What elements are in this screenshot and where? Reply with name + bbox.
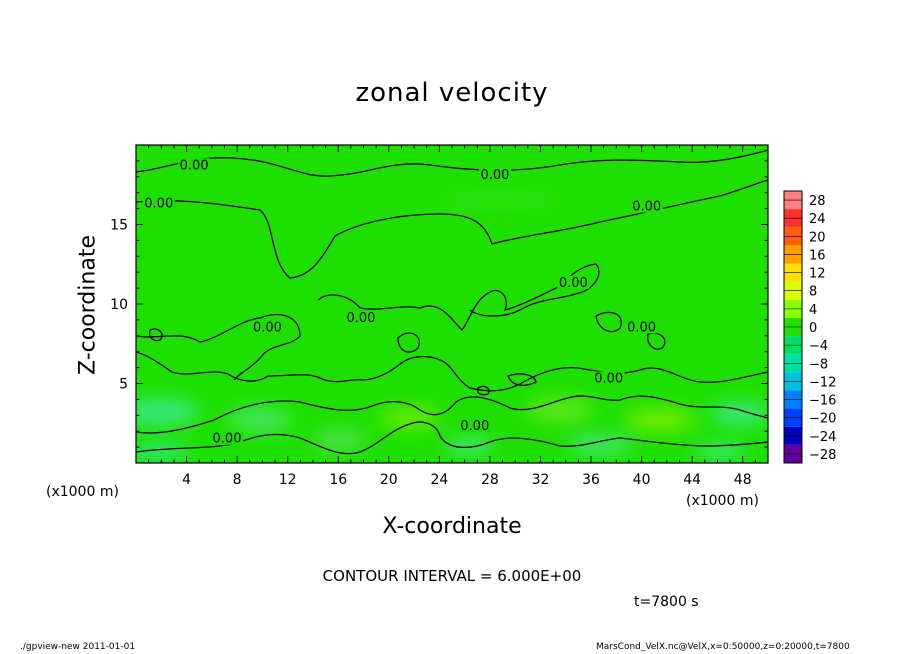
- contour-label-bg: [142, 196, 175, 210]
- contour-label-bg: [344, 310, 377, 324]
- colorbar-label: −20: [809, 412, 836, 427]
- x-tick-label: 36: [582, 472, 600, 488]
- colorbar-label: −12: [809, 375, 836, 390]
- contour-label: 0.00: [180, 158, 209, 173]
- x-tick-label: 48: [734, 472, 752, 488]
- colorbar-label: 28: [809, 194, 826, 209]
- colorbar-label: −8: [809, 357, 828, 372]
- colorbar-label: −4: [809, 339, 828, 354]
- colorbar-label: −28: [809, 448, 836, 463]
- contour-label: 0.00: [632, 200, 661, 215]
- contour-upper: [136, 179, 768, 279]
- footer-left: ./gpview-new 2011-01-01: [20, 642, 136, 652]
- colorbar-label: −24: [809, 430, 836, 445]
- contour-label-bg: [458, 419, 491, 433]
- y-tick-label: 10: [110, 297, 128, 313]
- colorbar-label: −16: [809, 394, 836, 409]
- contour-lower: [136, 395, 768, 434]
- colorbar-label: 24: [809, 212, 826, 227]
- contour-label-bg: [178, 158, 211, 172]
- contour-label: 0.00: [347, 311, 376, 326]
- y-axis-label: Z-coordinate: [75, 235, 101, 375]
- contour-label: 0.00: [253, 320, 282, 335]
- contour-bottom: [136, 421, 768, 455]
- chart-title: zonal velocity: [355, 78, 549, 108]
- contour-label: 0.00: [559, 276, 588, 291]
- x-tick-label: 8: [233, 472, 242, 488]
- contour-interval-note: CONTOUR INTERVAL = 6.000E+00: [322, 567, 582, 585]
- x-axis-unit: (x1000 m): [686, 493, 759, 509]
- contour-label: 0.00: [480, 168, 509, 183]
- contour-label: 0.00: [144, 196, 173, 211]
- colorbar-label: 0: [809, 321, 817, 336]
- x-tick-label: 24: [430, 472, 448, 488]
- colorbar-label: 8: [809, 285, 817, 300]
- contour-label-bg: [251, 320, 284, 334]
- contour-label-bg: [625, 320, 658, 334]
- x-tick-label: 16: [329, 472, 347, 488]
- colorbar-label: 4: [809, 303, 817, 318]
- colorbar-label: 16: [809, 248, 826, 263]
- time-label: t=7800 s: [634, 594, 699, 610]
- contour-label-bg: [478, 167, 511, 181]
- contour-label-bg: [592, 371, 625, 385]
- contour-mid-3: [136, 351, 768, 392]
- x-tick-label: 40: [633, 472, 651, 488]
- y-axis-unit: (x1000 m): [46, 484, 119, 500]
- contour-label-bg: [557, 275, 590, 289]
- contour-top: [136, 149, 768, 177]
- x-tick-label: 44: [683, 472, 701, 488]
- contour-label: 0.00: [460, 419, 489, 434]
- contour-mid-2: [317, 263, 600, 331]
- contour-label-bg: [211, 431, 244, 445]
- velocity-field: [136, 145, 768, 463]
- contour-label: 0.00: [213, 432, 242, 447]
- contour-lines: [136, 149, 768, 455]
- x-tick-label: 32: [532, 472, 550, 488]
- contour-label: 0.00: [594, 371, 623, 386]
- contour-label-bg: [630, 199, 663, 213]
- colorbar-label: 20: [809, 230, 826, 245]
- x-tick-label: 4: [182, 472, 191, 488]
- x-tick-label: 28: [481, 472, 499, 488]
- y-tick-label: 15: [110, 218, 128, 234]
- x-tick-label: 12: [279, 472, 297, 488]
- colorbar-label: 12: [809, 267, 826, 282]
- x-axis-label: X-coordinate: [382, 514, 522, 539]
- contour-label: 0.00: [627, 320, 656, 335]
- footer-right: MarsCond_VelX.nc@VelX,x=0:50000,z=0:2000…: [596, 642, 850, 652]
- y-tick-label: 5: [119, 377, 128, 393]
- contour-mid-1: [136, 313, 301, 381]
- x-tick-label: 20: [380, 472, 398, 488]
